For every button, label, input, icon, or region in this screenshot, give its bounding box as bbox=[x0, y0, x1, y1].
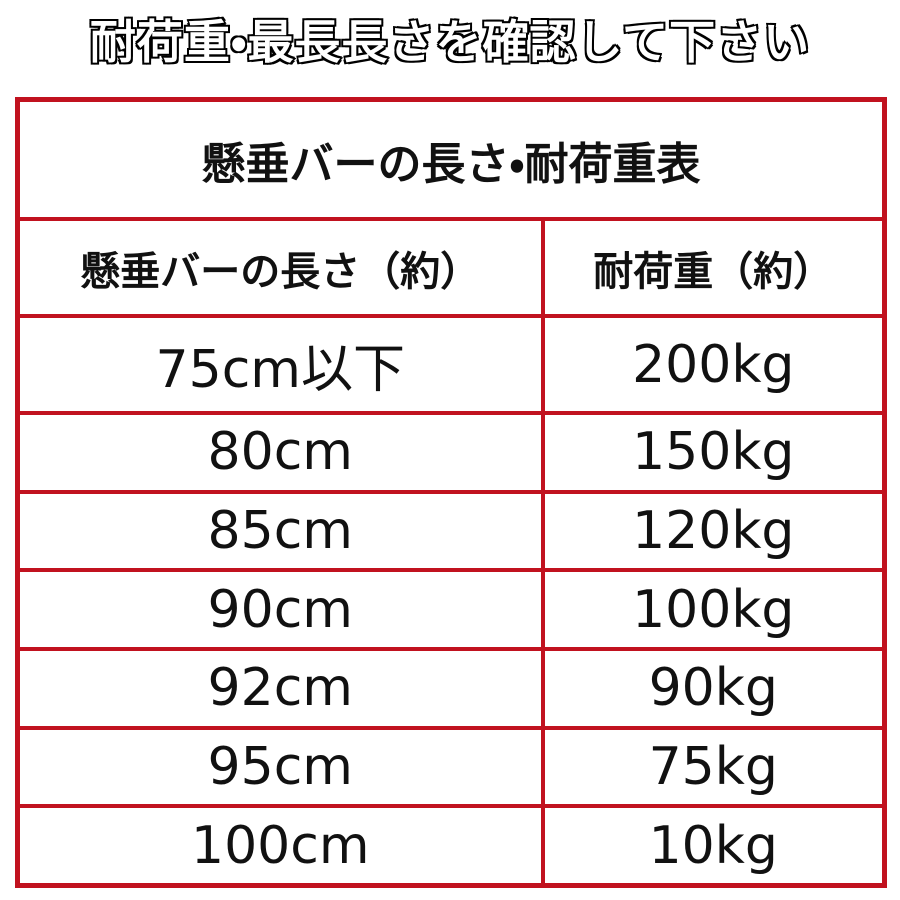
data-row: 85cm 120kg bbox=[15, 489, 887, 573]
page-title: 耐荷重・最長長さを確認して下さい bbox=[88, 14, 811, 71]
load-cell: 150kg bbox=[540, 411, 887, 494]
load-cell: 200kg bbox=[540, 313, 887, 416]
data-row: 75cm以下 200kg bbox=[15, 313, 887, 416]
data-row: 92cm 90kg bbox=[15, 646, 887, 730]
data-row: 95cm 75kg bbox=[15, 725, 887, 809]
column-header: 懸垂バーの長さ（約） bbox=[15, 217, 545, 318]
length-cell: 80cm bbox=[15, 411, 545, 494]
length-cell: 75cm以下 bbox=[15, 313, 545, 416]
load-cell: 90kg bbox=[540, 646, 887, 730]
load-cell: 75kg bbox=[540, 725, 887, 809]
length-cell: 95cm bbox=[15, 725, 545, 809]
data-row: 90cm 100kg bbox=[15, 568, 887, 651]
load-cell: 10kg bbox=[540, 804, 887, 888]
load-cell: 100kg bbox=[540, 568, 887, 651]
table-body: 懸垂バーの長さ・耐荷重表 懸垂バーの長さ（約） 耐荷重（約） 75cm以下 200… bbox=[15, 97, 887, 888]
length-cell: 100cm bbox=[15, 804, 545, 888]
length-cell: 92cm bbox=[15, 646, 545, 730]
length-cell: 85cm bbox=[15, 489, 545, 573]
length-cell: 90cm bbox=[15, 568, 545, 651]
title-row: 懸垂バーの長さ・耐荷重表 bbox=[15, 97, 887, 221]
table-title: 懸垂バーの長さ・耐荷重表 bbox=[15, 97, 887, 221]
header-row: 懸垂バーの長さ（約） 耐荷重（約） bbox=[15, 217, 887, 318]
load-table: 懸垂バーの長さ・耐荷重表 懸垂バーの長さ（約） 耐荷重（約） 75cm以下 200… bbox=[15, 97, 887, 888]
load-cell: 120kg bbox=[540, 489, 887, 573]
data-row: 80cm 150kg bbox=[15, 411, 887, 494]
data-row: 100cm 10kg bbox=[15, 804, 887, 888]
column-header: 耐荷重（約） bbox=[540, 217, 887, 318]
